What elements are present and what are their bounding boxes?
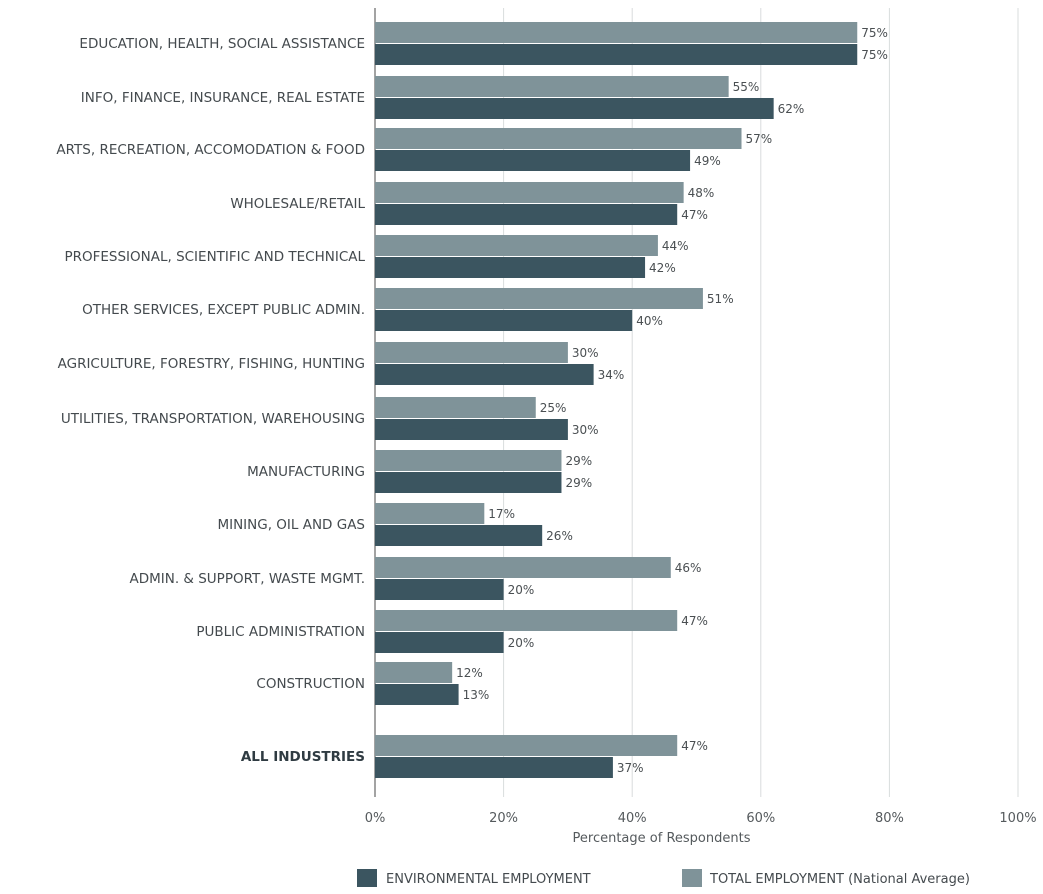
data-label-total: 46% [675,561,702,575]
bar-environmental-employment [375,257,646,278]
bar-environmental-employment [375,757,613,778]
category-label: CONSTRUCTION [256,676,365,692]
data-label-environmental: 20% [508,583,535,597]
data-label-environmental: 13% [463,688,490,702]
data-label-environmental: 42% [649,261,676,275]
bar-total-employment [375,397,536,418]
data-label-environmental: 62% [778,102,805,116]
bar-environmental-employment [375,150,691,171]
category-label: INFO, FINANCE, INSURANCE, REAL ESTATE [81,90,365,106]
bar-total-employment [375,342,568,363]
data-label-environmental: 26% [546,529,573,543]
x-tick-label: 40% [618,811,647,826]
bar-total-employment [375,735,678,756]
data-label-total: 44% [662,239,689,253]
bar-total-employment [375,450,562,471]
bar-environmental-employment [375,579,504,600]
bar-environmental-employment [375,204,678,225]
x-tick-label: 20% [489,811,518,826]
bar-environmental-employment [375,684,459,705]
category-label: OTHER SERVICES, EXCEPT PUBLIC ADMIN. [82,302,365,318]
data-label-total: 57% [746,132,773,146]
category-label: MANUFACTURING [247,464,365,480]
data-label-total: 48% [688,186,715,200]
data-label-total: 47% [681,739,708,753]
data-label-total: 29% [565,454,592,468]
bar-total-employment [375,182,684,203]
category-label: AGRICULTURE, FORESTRY, FISHING, HUNTING [58,356,365,372]
bar-total-employment [375,662,453,683]
bar-total-employment [375,22,858,43]
category-label: EDUCATION, HEALTH, SOCIAL ASSISTANCE [79,36,365,52]
category-label: WHOLESALE/RETAIL [230,196,365,212]
bar-total-employment [375,235,658,256]
data-label-environmental: 40% [636,314,663,328]
data-label-environmental: 37% [617,761,644,775]
bar-environmental-employment [375,632,504,653]
bar-environmental-employment [375,419,568,440]
legend-swatch [357,869,377,887]
data-label-environmental: 29% [565,476,592,490]
data-label-total: 47% [681,614,708,628]
data-label-total: 30% [572,346,599,360]
x-axis-title: Percentage of Respondents [573,831,751,846]
data-label-total: 51% [707,292,734,306]
bar-environmental-employment [375,525,543,546]
bar-total-employment [375,128,742,149]
data-label-total: 12% [456,666,483,680]
data-label-environmental: 30% [572,423,599,437]
data-label-total: 75% [861,26,888,40]
data-label-environmental: 75% [861,48,888,62]
bar-environmental-employment [375,98,774,119]
bar-environmental-employment [375,472,562,493]
category-label: PROFESSIONAL, SCIENTIFIC AND TECHNICAL [64,249,365,265]
category-label: MINING, OIL AND GAS [217,517,365,533]
category-label: PUBLIC ADMINISTRATION [196,624,365,640]
category-label: ARTS, RECREATION, ACCOMODATION & FOOD [56,142,365,158]
data-label-environmental: 49% [694,154,721,168]
category-label: ALL INDUSTRIES [241,749,365,765]
legend-item-label: ENVIRONMENTAL EMPLOYMENT [386,872,591,887]
bar-total-employment [375,76,729,97]
data-label-total: 17% [488,507,515,521]
data-label-total: 55% [733,80,760,94]
x-tick-label: 80% [875,811,904,826]
category-label: UTILITIES, TRANSPORTATION, WAREHOUSING [61,411,365,427]
bar-environmental-employment [375,310,633,331]
data-label-environmental: 47% [681,208,708,222]
bar-environmental-employment [375,364,594,385]
data-label-environmental: 20% [508,636,535,650]
bar-total-employment [375,557,671,578]
x-tick-label: 60% [746,811,775,826]
legend-item-label: TOTAL EMPLOYMENT (National Average) [709,872,970,887]
data-label-total: 25% [540,401,567,415]
legend-swatch [682,869,702,887]
bar-total-employment [375,288,703,309]
bar-total-employment [375,610,678,631]
bar-environmental-employment [375,44,858,65]
x-tick-label: 100% [999,811,1036,826]
data-label-environmental: 34% [598,368,625,382]
x-tick-label: 0% [365,811,386,826]
category-label: ADMIN. & SUPPORT, WASTE MGMT. [129,571,365,587]
bar-total-employment [375,503,485,524]
